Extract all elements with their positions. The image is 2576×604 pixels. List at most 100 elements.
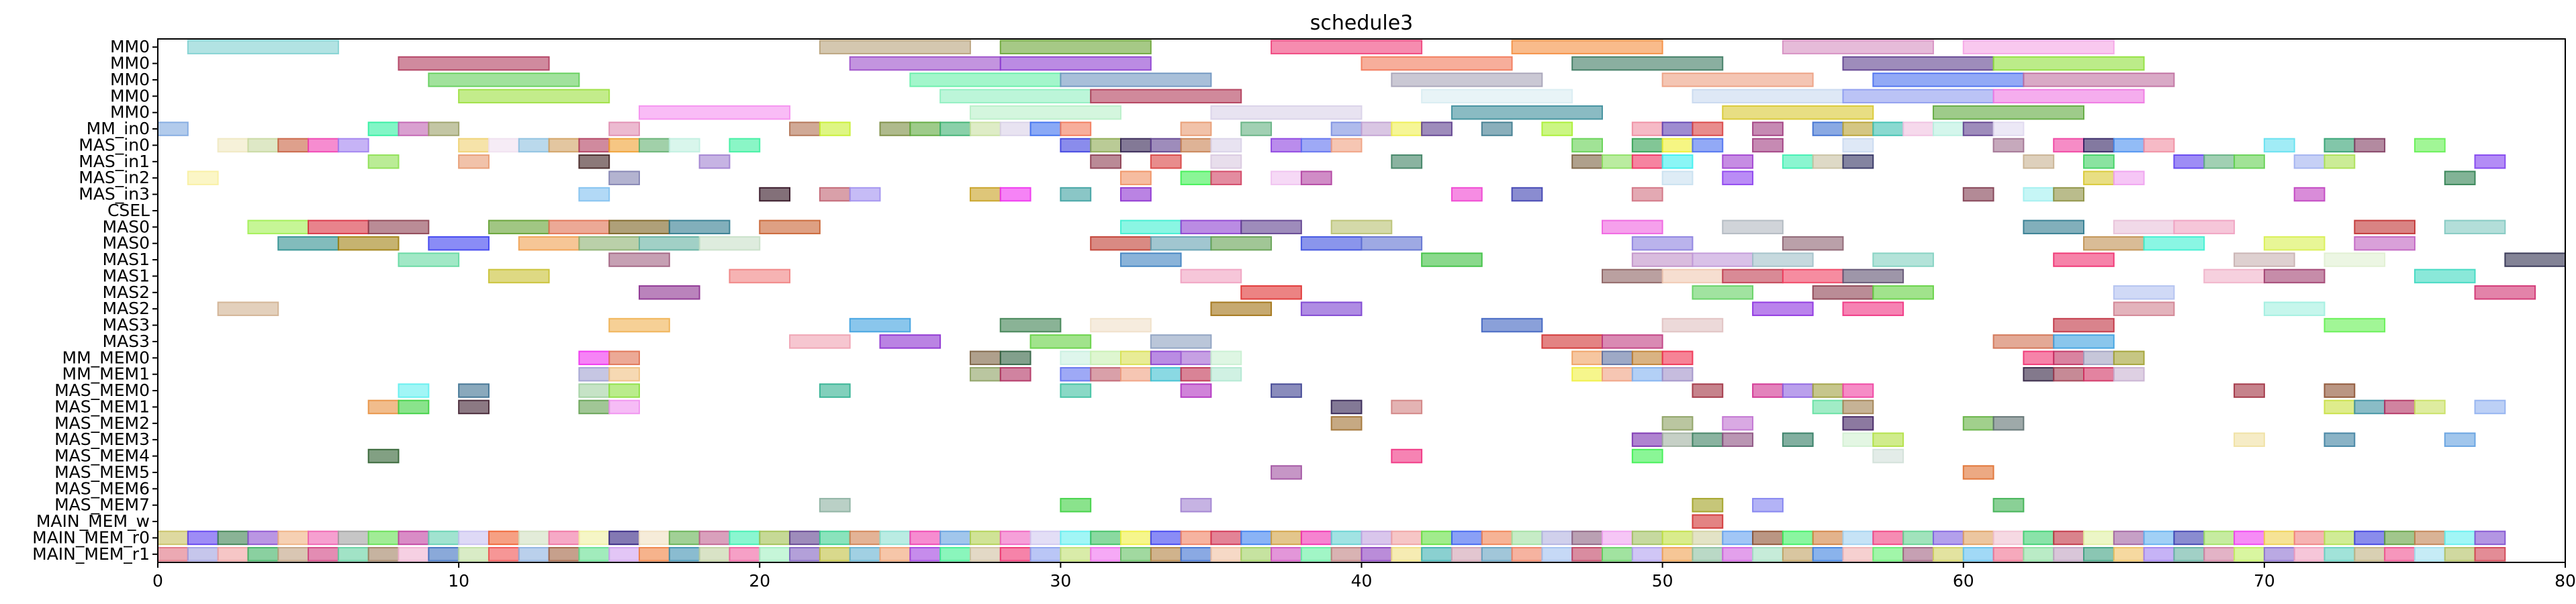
- task-bar-368: [999, 530, 1031, 546]
- task-bar-394: [1782, 530, 1814, 546]
- task-bar-343: [247, 530, 279, 546]
- task-bar-493: [2413, 547, 2446, 562]
- task-bar-174: [2444, 219, 2506, 235]
- task-bar-290: [1692, 383, 1724, 398]
- task-bar-32: [1722, 105, 1874, 120]
- task-bar-444: [939, 547, 971, 562]
- task-bar-287: [1060, 383, 1092, 398]
- task-bar-58: [1692, 121, 1724, 136]
- y-tick-label: MAS_in1: [79, 152, 150, 171]
- task-bar-372: [1120, 530, 1152, 546]
- task-bar-451: [1150, 547, 1182, 562]
- task-bar-62: [1872, 121, 1904, 136]
- task-bar-483: [2113, 547, 2145, 562]
- y-tick-label: MM0: [110, 70, 150, 89]
- task-bar-95: [1842, 138, 1874, 153]
- task-bar-286: [819, 383, 851, 398]
- task-bar-257: [1602, 350, 1633, 366]
- task-bar-248: [969, 350, 1001, 366]
- task-bar-335: [1180, 497, 1212, 513]
- task-bar-379: [1330, 530, 1363, 546]
- task-bar-475: [1872, 547, 1904, 562]
- task-bar-487: [2234, 547, 2265, 562]
- task-bar-465: [1571, 547, 1603, 562]
- task-bar-411: [2293, 530, 2326, 546]
- task-bar-189: [2083, 236, 2145, 251]
- task-bar-0: [187, 40, 339, 54]
- task-bar-228: [2113, 301, 2175, 316]
- task-bar-473: [1812, 547, 1844, 562]
- task-bar-44: [969, 121, 1001, 136]
- task-bar-326: [2444, 432, 2476, 447]
- task-bar-432: [578, 547, 610, 562]
- task-bar-214: [2263, 268, 2326, 284]
- task-bar-150: [1511, 187, 1543, 202]
- task-bar-441: [849, 547, 881, 562]
- task-bar-328: [1391, 448, 1423, 464]
- task-bar-4: [1511, 40, 1663, 54]
- task-bar-470: [1722, 547, 1754, 562]
- task-bar-135: [1300, 170, 1332, 185]
- task-bar-429: [488, 547, 520, 562]
- task-bar-393: [1752, 530, 1784, 546]
- task-bar-404: [2083, 530, 2115, 546]
- task-bar-439: [789, 547, 821, 562]
- task-bar-427: [428, 547, 460, 562]
- task-bar-128: [2474, 154, 2506, 169]
- task-bar-389: [1631, 530, 1663, 546]
- task-bar-217: [1240, 285, 1302, 300]
- task-bar-60: [1812, 121, 1844, 136]
- task-bar-216: [639, 285, 700, 300]
- task-bar-414: [2384, 530, 2416, 546]
- task-bar-72: [458, 138, 490, 153]
- task-bar-306: [2324, 399, 2356, 415]
- task-bar-295: [2234, 383, 2265, 398]
- task-bar-271: [1150, 366, 1182, 382]
- task-bar-57: [1661, 121, 1694, 136]
- y-tick-label: MAS0: [103, 234, 150, 253]
- task-bar-101: [2263, 138, 2295, 153]
- task-bar-87: [1271, 138, 1302, 153]
- task-bar-82: [1090, 138, 1121, 153]
- task-bar-108: [698, 154, 731, 169]
- task-bar-113: [1571, 154, 1603, 169]
- task-bar-477: [1932, 547, 1964, 562]
- task-bar-238: [789, 334, 851, 349]
- task-bar-408: [2203, 530, 2236, 546]
- task-bar-415: [2413, 530, 2446, 546]
- task-bar-89: [1330, 138, 1363, 153]
- task-bar-480: [2023, 547, 2055, 562]
- task-bar-376: [1240, 530, 1273, 546]
- task-bar-460: [1421, 547, 1453, 562]
- task-bar-453: [1210, 547, 1242, 562]
- task-bar-298: [398, 399, 430, 415]
- task-bar-255: [1210, 350, 1242, 366]
- task-bar-146: [999, 187, 1031, 202]
- task-bar-350: [458, 530, 490, 546]
- task-bar-181: [698, 236, 761, 251]
- y-tick-label: MAS_in0: [79, 135, 150, 154]
- task-bar-148: [1120, 187, 1152, 202]
- task-bar-249: [999, 350, 1031, 366]
- task-bar-145: [969, 187, 1001, 202]
- task-bar-277: [1661, 366, 1694, 382]
- task-bar-94: [1752, 138, 1784, 153]
- x-tick-label: 20: [749, 571, 770, 591]
- y-tick-label: MM_in0: [87, 119, 150, 138]
- task-bar-437: [729, 547, 761, 562]
- task-bar-442: [879, 547, 911, 562]
- task-bar-294: [1842, 383, 1874, 398]
- task-bar-14: [428, 72, 580, 87]
- task-bar-452: [1180, 547, 1212, 562]
- task-bar-144: [849, 187, 881, 202]
- task-bar-81: [1060, 138, 1092, 153]
- task-bar-494: [2444, 547, 2476, 562]
- task-bar-147: [1060, 187, 1092, 202]
- task-bar-70: [308, 138, 339, 153]
- task-bar-8: [849, 56, 1001, 71]
- task-bar-184: [1210, 236, 1273, 251]
- task-bar-276: [1631, 366, 1663, 382]
- task-bar-302: [1330, 399, 1363, 415]
- task-bar-406: [2143, 530, 2175, 546]
- x-tick-label: 70: [2254, 571, 2275, 591]
